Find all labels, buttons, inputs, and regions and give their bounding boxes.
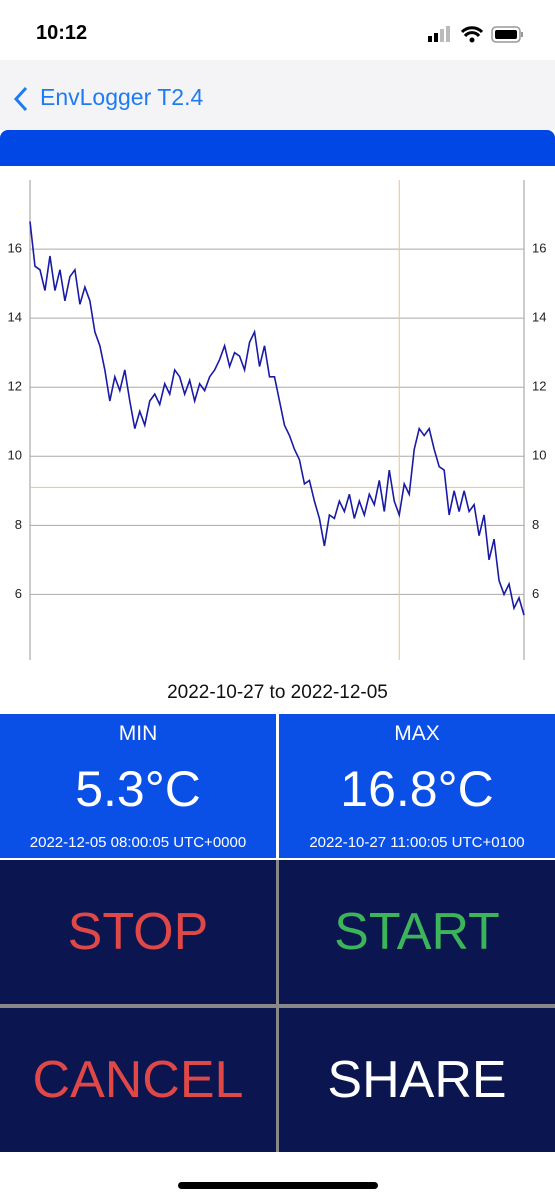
y-tick-label: 8 [15, 517, 22, 532]
y2-tick-label: 10 [532, 448, 546, 463]
x-label: 2022-10-27 to 2022-12-05 [167, 682, 388, 703]
y-tick-label: 12 [8, 379, 22, 394]
y-tick-label: 16 [8, 241, 22, 256]
max-value: 16.8°C [340, 761, 494, 817]
nav-bar: EnvLogger T2.4 [0, 60, 555, 130]
status-icons [428, 26, 523, 43]
y2-tick-label: 14 [532, 310, 546, 325]
data-line [29, 221, 525, 616]
status-time: 10:12 [36, 22, 88, 44]
max-label: MAX [394, 722, 440, 745]
home-indicator [178, 1182, 378, 1189]
y2-tick-label: 6 [532, 586, 539, 601]
min-value: 5.3°C [75, 761, 201, 817]
min-time: 2022-12-05 08:00:05 UTC+0000 [29, 834, 247, 851]
y2-tick-label: 12 [532, 379, 546, 394]
max-time: 2022-10-27 11:00:05 UTC+0100 [309, 834, 525, 851]
y2-tick-label: 8 [532, 517, 539, 532]
action-button[interactable]: CANCEL [0, 1007, 276, 1152]
header-bar [0, 130, 555, 166]
back-icon[interactable] [12, 86, 30, 112]
back-title[interactable]: EnvLogger T2.4 [40, 84, 204, 110]
action-button[interactable]: SHARE [279, 1007, 555, 1152]
action-button[interactable]: START [279, 860, 555, 1004]
action-button[interactable]: STOP [0, 860, 276, 1004]
button-grid: STOP START CANCEL SHARE [0, 860, 555, 1152]
y-tick-label: 10 [8, 448, 22, 463]
chart: 6 6 8 8 10 10 12 12 14 14 16 16 [8, 180, 546, 660]
max-panel: MAX 16.8°C 2022-10-27 11:00:05 UTC+0100 [279, 714, 555, 858]
min-label: MIN [118, 722, 158, 745]
y-tick-label: 6 [15, 586, 22, 601]
y2-tick-label: 16 [532, 241, 546, 256]
min-panel: MIN 5.3°C 2022-12-05 08:00:05 UTC+0000 [0, 714, 276, 858]
y-tick-label: 14 [8, 310, 22, 325]
